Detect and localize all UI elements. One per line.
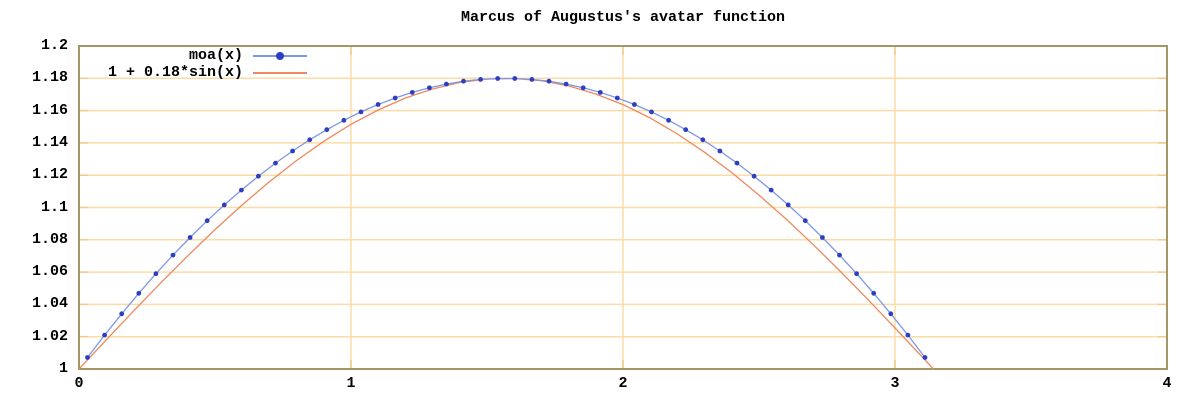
- series-moa-marker: [802, 218, 808, 224]
- series-moa-marker: [768, 187, 774, 193]
- series-moa-marker: [785, 202, 791, 208]
- series-moa-marker: [529, 77, 535, 82]
- series-moa-marker: [290, 148, 295, 154]
- series-moa-marker: [734, 160, 740, 166]
- series-moa-marker: [119, 311, 125, 317]
- series-moa-marker: [427, 85, 432, 91]
- x-tick-label: 1: [346, 375, 356, 392]
- series-moa-marker: [495, 76, 501, 81]
- series-moa-marker: [546, 78, 552, 84]
- series-moa-marker: [221, 202, 227, 208]
- y-tick-label: 1.06: [31, 263, 68, 281]
- series-moa-marker: [102, 332, 107, 338]
- series-moa-marker: [358, 109, 364, 115]
- series-moa-marker: [717, 148, 723, 154]
- y-tick-label: 1.08: [31, 230, 68, 248]
- y-tick-label: 1.12: [31, 166, 68, 184]
- series-moa-marker: [837, 252, 842, 258]
- series-moa-marker: [324, 127, 330, 133]
- series-moa-marker: [871, 290, 877, 296]
- series-moa-marker: [751, 173, 757, 179]
- y-tick-label: 1.16: [31, 101, 68, 119]
- series-moa-marker: [512, 76, 518, 81]
- series-moa-marker: [632, 102, 637, 107]
- series-moa-marker: [905, 332, 911, 338]
- series-moa-marker: [666, 117, 671, 123]
- series-moa-marker: [888, 311, 894, 317]
- series-moa-marker: [580, 85, 586, 91]
- series-moa-marker: [170, 252, 176, 258]
- y-tick-label: 1: [58, 360, 68, 377]
- series-moa-marker: [341, 117, 347, 123]
- legend-label-moa: moa(x): [188, 47, 243, 64]
- series-moa-marker: [700, 137, 706, 143]
- series-moa-marker: [478, 77, 483, 82]
- series-moa-marker: [563, 81, 569, 87]
- x-tick-label: 4: [1162, 375, 1172, 392]
- legend-line-sample-icon: [253, 72, 307, 74]
- series-moa-marker: [187, 235, 193, 240]
- series-moa-marker: [307, 137, 313, 143]
- series-moa-marker: [136, 290, 142, 296]
- x-tick-label: 3: [890, 375, 900, 392]
- x-tick-label: 0: [74, 375, 84, 392]
- series-moa-marker: [922, 355, 928, 360]
- series-moa-marker: [820, 235, 825, 240]
- series-moa-line: [86, 77, 926, 358]
- y-tick-label: 1.1: [40, 198, 68, 216]
- series-moa-marker: [204, 218, 210, 224]
- y-tick-label: 1.2: [40, 37, 68, 54]
- series-moa-marker: [239, 187, 244, 193]
- y-tick-label: 1.04: [31, 295, 68, 313]
- series-moa-marker: [273, 160, 278, 166]
- plot-border: [78, 45, 1168, 370]
- series-moa-marker: [614, 95, 620, 101]
- series-moa-marker: [649, 109, 654, 115]
- series-sine-line: [78, 77, 934, 370]
- legend-label-sine: 1 + 0.18*sin(x): [107, 64, 243, 81]
- series-moa-marker: [256, 173, 261, 179]
- series-moa-marker: [597, 90, 603, 95]
- x-tick-label: 2: [618, 375, 628, 392]
- y-tick-label: 1.02: [31, 327, 68, 345]
- series-moa-marker: [854, 271, 859, 277]
- series-moa-marker: [409, 90, 415, 95]
- series-moa-marker: [392, 95, 398, 101]
- legend-marker-dot-icon: [276, 52, 284, 60]
- series-moa-marker: [375, 102, 381, 107]
- series-moa-marker: [683, 127, 689, 133]
- chart-title: Marcus of Augustus's avatar function: [460, 9, 786, 26]
- series-moa-marker: [153, 271, 159, 277]
- series-moa-marker: [85, 355, 90, 360]
- y-tick-label: 1.14: [31, 133, 68, 151]
- y-tick-label: 1.18: [31, 69, 68, 87]
- series-moa-marker: [461, 78, 466, 84]
- series-moa-marker: [444, 81, 449, 87]
